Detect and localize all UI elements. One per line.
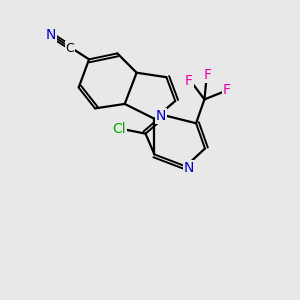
- Text: N: N: [156, 109, 166, 123]
- Text: Cl: Cl: [112, 122, 126, 136]
- Text: F: F: [185, 74, 193, 88]
- Text: N: N: [46, 28, 56, 42]
- Text: C: C: [66, 42, 74, 55]
- Text: F: F: [223, 83, 231, 97]
- Text: F: F: [204, 68, 212, 82]
- Text: N: N: [184, 161, 194, 175]
